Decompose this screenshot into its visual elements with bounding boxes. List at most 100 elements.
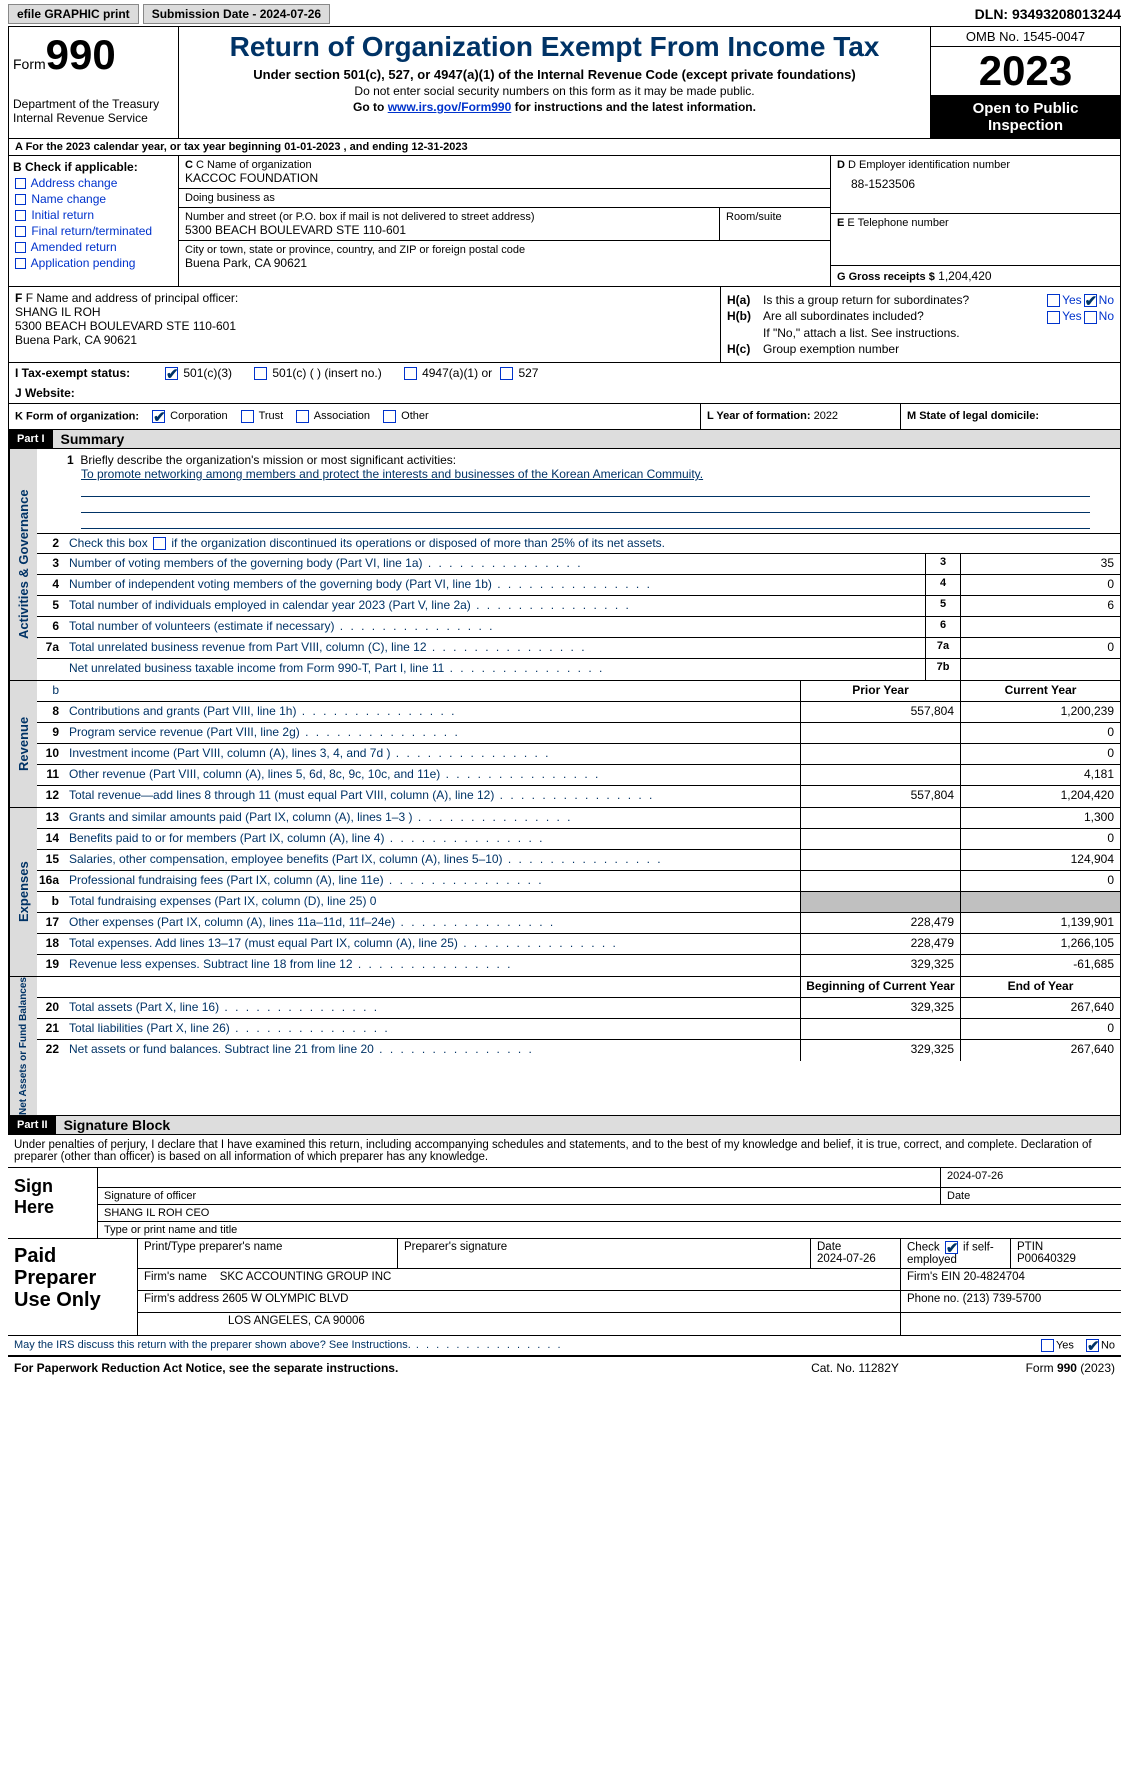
top-bar: efile GRAPHIC print Submission Date - 20… [8,4,1121,27]
ein-cell: D D Employer identification number 88-15… [831,156,1120,214]
phone-label: E E Telephone number [837,217,1114,229]
part2-header-row: Part II Signature Block [8,1116,1121,1135]
net-assets-block: Net Assets or Fund Balances Beginning of… [8,977,1121,1116]
year-box: OMB No. 1545-0047 2023 Open to Public In… [930,27,1120,138]
cb-501c3[interactable]: 501(c)(3) [163,366,232,380]
hdr-current-year: Current Year [960,681,1120,701]
tax-year: 2023 [931,47,1120,96]
expenses-block: Expenses 13Grants and similar amounts pa… [8,808,1121,977]
ag-line-3: Number of voting members of the governin… [65,554,925,574]
revenue-block: Revenue b Prior Year Current Year 8Contr… [8,681,1121,808]
m-state-domicile: M State of legal domicile: [900,404,1120,429]
form-id-box: Form990 Department of the Treasury Inter… [9,27,179,138]
form-number: 990 [46,31,116,78]
hdr-prior-year: Prior Year [800,681,960,701]
row-j-website: J Website: [8,383,1121,404]
cb-application-pending[interactable]: Application pending [13,256,174,270]
cb-4947[interactable]: 4947(a)(1) or [402,366,492,380]
goto-prefix: Go to [353,100,388,114]
omb-number: OMB No. 1545-0047 [931,27,1120,47]
cb-amended-return[interactable]: Amended return [13,240,174,254]
gross-value: 1,204,420 [938,269,991,283]
form-title: Return of Organization Exempt From Incom… [187,31,922,63]
line2-text: Check this box if the organization disco… [65,534,1120,553]
col-b-checkboxes: B Check if applicable: Address change Na… [9,156,179,286]
f-label: F F Name and address of principal office… [15,291,714,305]
cb-final-return[interactable]: Final return/terminated [13,224,174,238]
city-label: City or town, state or province, country… [185,244,824,256]
line-9: Program service revenue (Part VIII, line… [65,723,800,743]
activities-governance-block: Activities & Governance 1 Briefly descri… [8,449,1121,681]
line-16a: Professional fundraising fees (Part IX, … [65,871,800,891]
cb-other[interactable]: Other [381,410,429,422]
cb-name-change[interactable]: Name change [13,192,174,206]
ag-val-3: 35 [960,554,1120,574]
prior-14 [800,829,960,849]
phone-cell: E E Telephone number [831,214,1120,266]
vlabel-rev: Revenue [9,681,37,807]
ag-val-6 [960,617,1120,637]
cur-b [960,892,1120,912]
goto-link-line: Go to www.irs.gov/Form990 for instructio… [187,100,922,114]
cb-527[interactable]: 527 [498,366,538,380]
irs-link[interactable]: www.irs.gov/Form990 [388,100,512,114]
cur-19: -61,685 [960,955,1120,976]
sig-name-label: Type or print name and title [98,1222,1121,1238]
ag-line-6: Total number of volunteers (estimate if … [65,617,925,637]
part2-badge: Part II [9,1116,56,1134]
form-title-box: Return of Organization Exempt From Incom… [179,27,930,138]
ag-val-7b [960,659,1120,680]
firm-name: Firm's name SKC ACCOUNTING GROUP INC [138,1269,901,1290]
cur-13: 1,300 [960,808,1120,828]
line-13: Grants and similar amounts paid (Part IX… [65,808,800,828]
line-15: Salaries, other compensation, employee b… [65,850,800,870]
cb-corp[interactable]: Corporation [150,410,228,422]
addr-row: Number and street (or P.O. box if mail i… [179,208,830,241]
f-value: SHANG IL ROH 5300 BEACH BOULEVARD STE 11… [15,305,714,347]
cb-initial-return[interactable]: Initial return [13,208,174,222]
line-22: Net assets or fund balances. Subtract li… [65,1040,800,1061]
hb-no[interactable]: No [1082,309,1114,323]
col-c-org-info: C C Name of organization KACCOC FOUNDATI… [179,156,830,286]
sig-name: SHANG IL ROH CEO [98,1205,1121,1221]
b-label: B Check if applicable: [13,160,174,174]
efile-print-button[interactable]: efile GRAPHIC print [8,4,139,24]
line-21: Total liabilities (Part X, line 26) [65,1019,800,1039]
addr-value: 5300 BEACH BOULEVARD STE 110-601 [185,223,713,237]
hb-note: If "No," attach a list. See instructions… [763,326,1114,340]
prior-20: 329,325 [800,998,960,1018]
ha-label: H(a) [727,293,763,307]
cur-17: 1,139,901 [960,913,1120,933]
public-inspection: Open to Public Inspection [931,96,1120,138]
j-label: J Website: [15,386,155,400]
prep-sig-label: Preparer's signature [398,1239,811,1268]
discuss-text: May the IRS discuss this return with the… [14,1339,1039,1352]
ha-yes[interactable]: Yes [1045,293,1082,307]
firm-city: LOS ANGELES, CA 90006 [138,1313,901,1335]
ssn-note: Do not enter social security numbers on … [187,84,922,98]
cb-assoc[interactable]: Association [294,410,370,422]
submission-date-button[interactable]: Submission Date - 2024-07-26 [143,4,330,24]
line-19: Revenue less expenses. Subtract line 18 … [65,955,800,976]
cb-trust[interactable]: Trust [239,410,284,422]
ha-no[interactable]: No [1082,293,1114,307]
ein-value: 88-1523506 [851,177,1114,191]
row-a-tax-year: A For the 2023 calendar year, or tax yea… [8,139,1121,156]
prep-self-employed[interactable]: Check if self-employed [901,1239,1011,1268]
hb-text: Are all subordinates included? [763,309,1045,323]
row-i-tax-status: I Tax-exempt status: 501(c)(3) 501(c) ( … [8,363,1121,383]
discuss-no[interactable]: No [1084,1339,1115,1352]
cur-16a: 0 [960,871,1120,891]
ag-val-7a: 0 [960,638,1120,658]
hb-yes[interactable]: Yes [1045,309,1082,323]
cb-address-change[interactable]: Address change [13,176,174,190]
cb-501c[interactable]: 501(c) ( ) (insert no.) [252,366,382,380]
line-18: Total expenses. Add lines 13–17 (must eq… [65,934,800,954]
cur-20: 267,640 [960,998,1120,1018]
col-d-ein: D D Employer identification number 88-15… [830,156,1120,286]
page-footer: For Paperwork Reduction Act Notice, see … [8,1357,1121,1379]
cur-21: 0 [960,1019,1120,1039]
vlabel-ag: Activities & Governance [9,449,37,680]
city-value: Buena Park, CA 90621 [185,256,824,270]
discuss-yes[interactable]: Yes [1039,1339,1074,1352]
